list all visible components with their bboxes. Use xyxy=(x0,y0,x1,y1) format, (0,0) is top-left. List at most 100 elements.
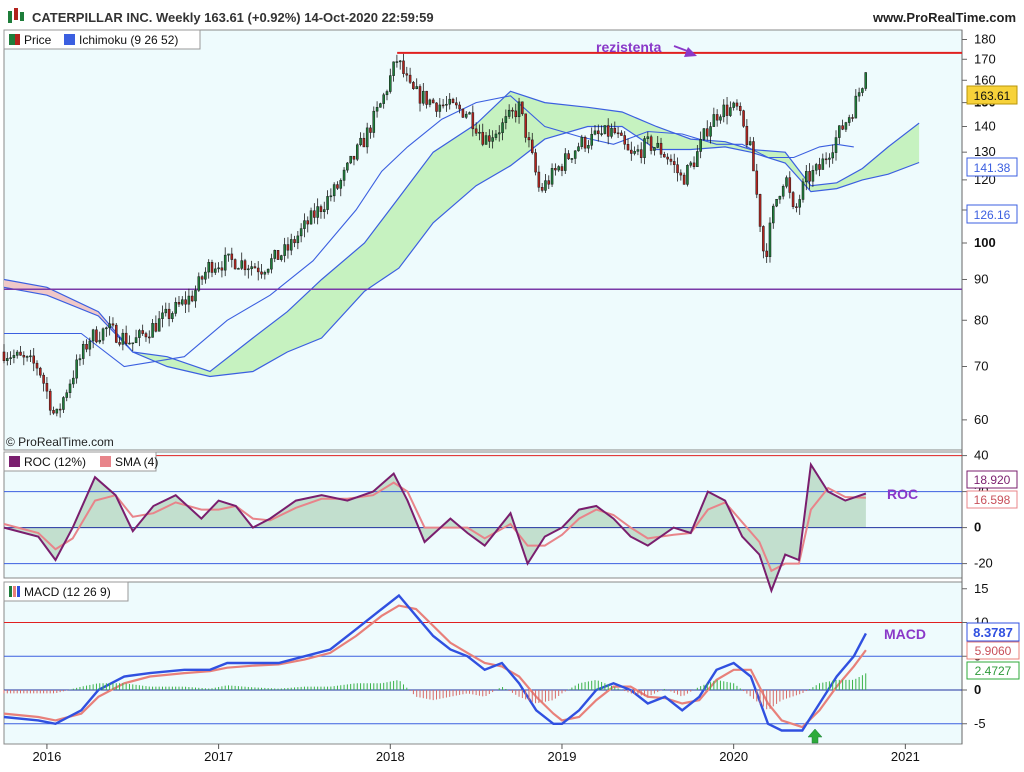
candle-body xyxy=(606,125,610,137)
candle-body xyxy=(124,332,128,344)
up-candle xyxy=(326,190,329,215)
price-tick-label: 160 xyxy=(974,72,996,87)
up-candle xyxy=(712,107,716,127)
up-candle xyxy=(517,97,521,124)
candle-body xyxy=(620,132,623,136)
candle-body xyxy=(326,196,329,210)
up-candle xyxy=(151,319,154,338)
up-candle xyxy=(831,144,834,164)
candle-body xyxy=(758,194,762,227)
down-candle xyxy=(293,235,296,248)
up-candle xyxy=(484,131,488,145)
candle-body xyxy=(441,104,445,107)
up-candle xyxy=(349,155,352,165)
candle-body xyxy=(504,116,508,123)
up-candle xyxy=(329,188,333,202)
down-candle xyxy=(630,141,633,161)
candle-body xyxy=(131,342,135,345)
candle-body xyxy=(772,205,775,224)
candle-body xyxy=(653,147,656,151)
candle-body xyxy=(197,276,201,291)
up-candle xyxy=(72,370,75,388)
site-name[interactable]: www.ProRealTime.com xyxy=(872,10,1016,25)
candle-body xyxy=(583,136,587,149)
candle-body xyxy=(237,268,240,270)
down-candle xyxy=(2,344,6,364)
candle-body xyxy=(511,109,514,112)
candle-body xyxy=(464,113,468,118)
price-tick-label: 130 xyxy=(974,144,996,159)
macd-histogram-swatch xyxy=(9,586,12,597)
candle-body xyxy=(643,138,646,158)
candle-body xyxy=(705,128,709,137)
candle-body xyxy=(805,171,808,183)
senkou-b-badge xyxy=(966,204,1018,224)
watermark: © ProRealTime.com xyxy=(6,435,114,449)
legend-ichimoku[interactable]: Ichimoku (9 26 52) xyxy=(79,33,178,47)
candle-body xyxy=(451,98,455,104)
candle-body xyxy=(435,102,438,112)
up-candle xyxy=(550,163,554,187)
candle-body xyxy=(722,104,726,118)
candle-body xyxy=(319,206,323,212)
candle-body xyxy=(395,61,399,63)
up-candle xyxy=(375,101,379,118)
up-candle xyxy=(689,160,693,168)
candle-body xyxy=(247,268,250,271)
candle-body xyxy=(55,408,59,414)
candle-body xyxy=(461,108,465,118)
candle-body xyxy=(630,149,633,154)
down-candle xyxy=(435,102,438,117)
legend-sma[interactable]: SMA (4) xyxy=(115,455,158,469)
candle-body xyxy=(590,133,593,146)
candle-body xyxy=(699,139,702,152)
up-candle xyxy=(501,118,504,141)
candle-body xyxy=(309,210,313,225)
candle-body xyxy=(22,355,26,358)
candle-body xyxy=(798,199,801,208)
candle-body xyxy=(151,323,154,338)
macd-signal-line xyxy=(3,604,867,729)
candle-body xyxy=(167,308,171,319)
legend-macd[interactable]: MACD (12 26 9) xyxy=(24,585,111,599)
up-candle xyxy=(131,342,135,352)
candle-body xyxy=(263,272,267,275)
roc-tick-label: 0 xyxy=(974,520,981,535)
down-candle xyxy=(95,326,98,344)
candle-body xyxy=(458,104,461,110)
x-tick-label: 2020 xyxy=(719,749,748,764)
signal-value: 5.9060 xyxy=(975,644,1012,658)
up-candle xyxy=(838,125,841,145)
bearish-cloud xyxy=(4,279,135,353)
down-candle xyxy=(692,156,696,170)
candle-body xyxy=(422,90,425,104)
candle-body xyxy=(68,383,72,393)
up-candle xyxy=(593,124,597,136)
roc-sma-line xyxy=(3,481,866,573)
down-candle xyxy=(200,275,204,286)
up-candle xyxy=(801,178,805,203)
candle-body xyxy=(273,250,277,259)
legend-roc[interactable]: ROC (12%) xyxy=(24,455,86,469)
candle-body xyxy=(62,397,65,410)
candle-body xyxy=(322,209,326,212)
down-candle xyxy=(537,165,541,192)
up-candle xyxy=(55,408,59,417)
candle-body xyxy=(821,158,825,170)
legend-price[interactable]: Price xyxy=(24,33,52,47)
up-candle xyxy=(266,268,270,275)
candle-body xyxy=(181,299,184,305)
candle-body xyxy=(336,184,339,189)
down-candle xyxy=(184,291,187,313)
candle-body xyxy=(138,330,141,338)
up-candle xyxy=(854,89,858,119)
up-candle xyxy=(68,379,72,399)
down-candle xyxy=(286,237,290,259)
senkou-a-value: 141.38 xyxy=(974,161,1011,175)
down-candle xyxy=(147,330,151,344)
down-candle xyxy=(441,98,445,109)
up-candle xyxy=(844,121,848,132)
up-candle xyxy=(798,194,801,215)
candle-body xyxy=(402,60,405,74)
